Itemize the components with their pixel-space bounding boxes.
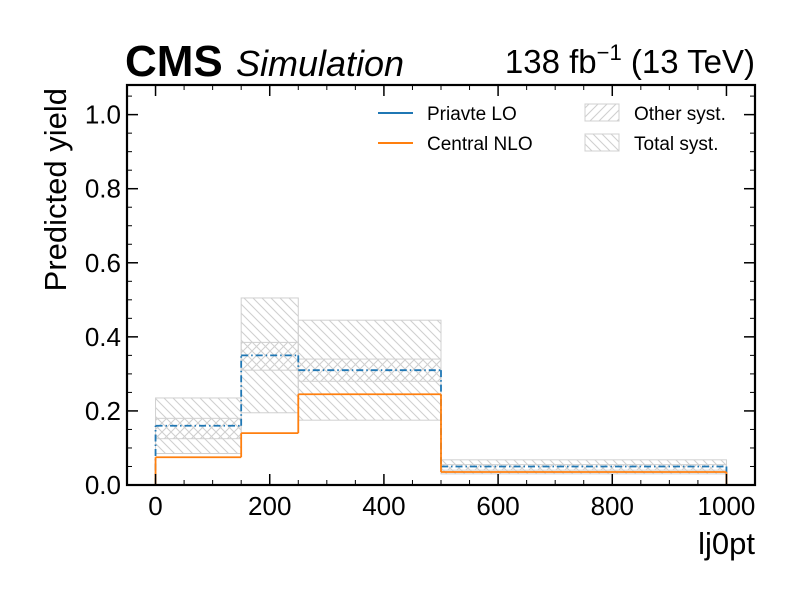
x-axis-title: lj0pt — [698, 526, 755, 561]
legend-label-total-syst: Total syst. — [634, 134, 718, 155]
legend-swatch-total-syst — [584, 133, 620, 152]
band-other-syst-bin-0 — [155, 417, 242, 440]
legend-label-series-0: Priavte LO — [427, 104, 517, 125]
y-tick-label-1: 0.2 — [85, 396, 121, 426]
experiment-label: CMS — [125, 37, 223, 86]
x-tick-label-3: 600 — [476, 491, 519, 521]
x-tick-label-1: 200 — [248, 491, 291, 521]
band-other-syst-bin-3 — [440, 464, 727, 471]
legend: Priavte LO Central NLO Other syst. Total… — [378, 103, 726, 155]
plot-frame — [125, 83, 757, 487]
y-tick-label-3: 0.6 — [85, 248, 121, 278]
band-other-syst-bin-1 — [240, 341, 299, 371]
luminosity-label: 138 fb−1 (13 TeV) — [505, 40, 755, 80]
axis-ticks: 0 200 400 600 800 1000 0.0 0.2 0.4 0.6 0.8 1.0 — [85, 85, 756, 521]
x-tick-label-5: 1000 — [698, 491, 756, 521]
y-tick-label-5: 1.0 — [85, 100, 121, 130]
y-tick-label-4: 0.8 — [85, 174, 121, 204]
y-tick-label-2: 0.4 — [85, 322, 121, 352]
x-tick-label-2: 400 — [362, 491, 405, 521]
y-axis-title: Predicted yield — [38, 88, 73, 291]
x-tick-label-0: 0 — [148, 491, 162, 521]
x-tick-label-4: 800 — [591, 491, 634, 521]
legend-label-other-syst: Other syst. — [634, 104, 726, 125]
legend-swatch-other-syst — [584, 103, 620, 122]
histogram-series — [154, 354, 728, 485]
simulation-label: Simulation — [236, 43, 404, 84]
y-tick-label-0: 0.0 — [85, 470, 121, 500]
legend-label-series-1: Central NLO — [427, 134, 533, 155]
